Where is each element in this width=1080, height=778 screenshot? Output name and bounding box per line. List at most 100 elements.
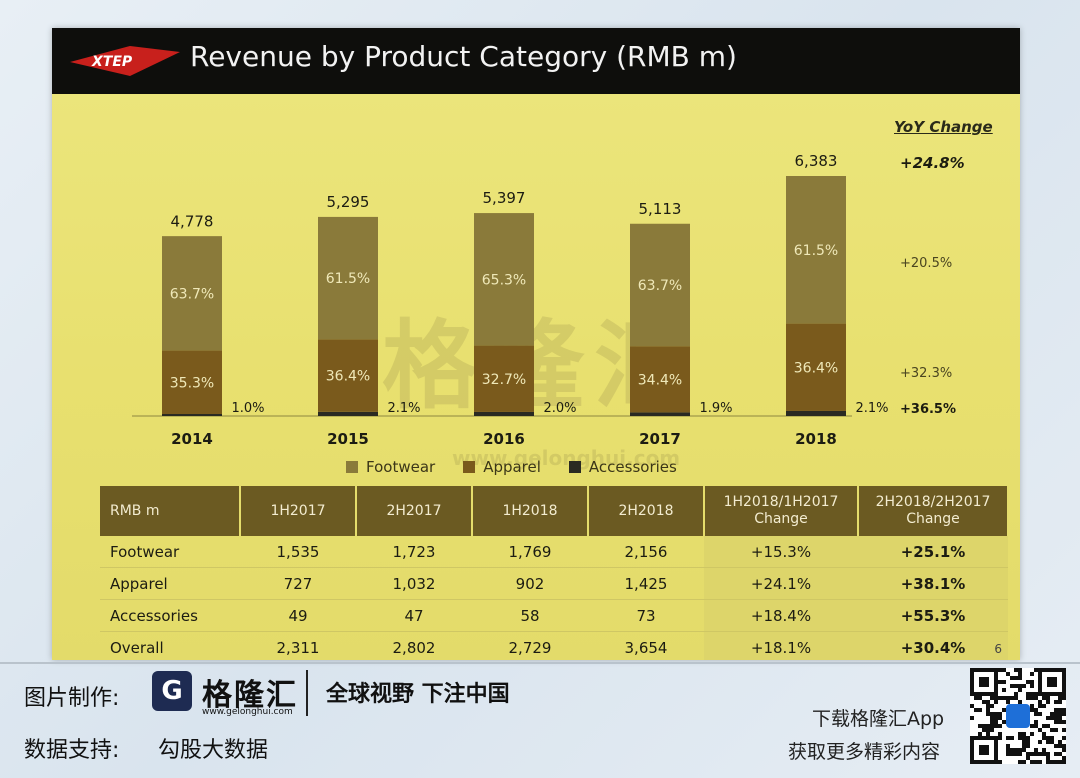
qr-module (1014, 748, 1018, 752)
bar-apparel-2014 (162, 350, 222, 414)
qr-module (1030, 696, 1034, 700)
bar-footwear-2015 (318, 216, 378, 340)
qr-module (1046, 716, 1050, 720)
qr-module (1058, 712, 1062, 716)
qr-module (1006, 672, 1010, 676)
qr-module (978, 724, 982, 728)
table-row: Footwear 1,535 1,723 1,769 2,156 +15.3% +25.1% (100, 536, 1008, 568)
qr-module (1058, 752, 1062, 756)
qr-module (1050, 728, 1054, 732)
qr-module (1050, 740, 1054, 744)
qr-module (1042, 696, 1046, 700)
table-cell: 2,802 (356, 631, 472, 660)
qr-module (1010, 736, 1014, 740)
slide-header-bar (52, 28, 1020, 94)
footer-vertical-divider (306, 670, 308, 716)
table-header-text: 1H2017 (270, 502, 326, 519)
made-by-label: 图片制作: (24, 686, 120, 711)
brand-name: 格隆汇 (202, 678, 298, 713)
table-cell: 1,032 (356, 567, 472, 600)
table-cell: +30.4% (858, 631, 1008, 660)
qr-module (986, 704, 990, 708)
bar-footwear-2018 (786, 176, 846, 324)
qr-module (986, 700, 990, 704)
bar-apparel-2016 (474, 345, 534, 412)
table-header-text: 2H2018/2H2017 (875, 494, 991, 511)
qr-module (1038, 760, 1042, 764)
qr-module (1026, 696, 1030, 700)
qr-module (1006, 736, 1010, 740)
table-header-text: Change (754, 511, 808, 527)
qr-module (1062, 756, 1066, 760)
table-cell: 1,535 (240, 536, 356, 568)
qr-code-icon[interactable] (970, 668, 1066, 764)
revenue-table: RMB m 1H2017 2H2017 1H2018 2H2018 1H2018/1H20… (100, 486, 1009, 660)
label-footwear-2015: 61.5% (326, 271, 370, 287)
qr-module (1010, 748, 1014, 752)
qr-module (982, 724, 986, 728)
qr-finder-center (979, 677, 989, 687)
table-cell: 47 (356, 599, 472, 632)
qr-module (1062, 708, 1066, 712)
table-cell: 3,654 (588, 631, 704, 660)
qr-module (1034, 760, 1038, 764)
qr-module (1062, 728, 1066, 732)
qr-module (1014, 692, 1018, 696)
qr-module (998, 716, 1002, 720)
table-header-4: 2H2018 (588, 486, 705, 536)
qr-module (990, 704, 994, 708)
qr-module (1062, 720, 1066, 724)
qr-module (1042, 748, 1046, 752)
table-header-text: 2H2017 (386, 502, 442, 519)
qr-module (1030, 684, 1034, 688)
slide-title: Revenue by Product Category (RMB m) (190, 40, 737, 73)
label-apparel-2014: 35.3% (170, 375, 214, 391)
qr-module (1050, 760, 1054, 764)
qr-module (1054, 700, 1058, 704)
qr-module (1062, 760, 1066, 764)
qr-module (1002, 720, 1006, 724)
qr-module (1010, 696, 1014, 700)
table-cell: 727 (240, 567, 356, 600)
qr-module (1018, 672, 1022, 676)
qr-module (1054, 760, 1058, 764)
label-accessories-2018: 2.1% (855, 401, 888, 416)
qr-module (1026, 756, 1030, 760)
qr-module (1022, 684, 1026, 688)
qr-module (1018, 752, 1022, 756)
qr-module (1058, 696, 1062, 700)
qr-module (1054, 744, 1058, 748)
qr-module (974, 708, 978, 712)
qr-module (1006, 748, 1010, 752)
table-header-3: 1H2018 (472, 486, 589, 536)
qr-module (1002, 708, 1006, 712)
qr-module (1034, 692, 1038, 696)
watermark-url: www.gelonghui.com (452, 446, 681, 470)
qr-module (990, 728, 994, 732)
label-total-2014: 4,778 (171, 212, 214, 230)
qr-module (1022, 740, 1026, 744)
table-header-0: RMB m (100, 486, 241, 536)
bar-accessories-2017 (630, 412, 690, 416)
qr-module (990, 724, 994, 728)
legend-label-accessories: Accessories (588, 458, 677, 476)
qr-module (1010, 752, 1014, 756)
qr-module (1030, 752, 1034, 756)
qr-module (1034, 708, 1038, 712)
bar-footwear-2017 (630, 223, 690, 347)
label-total-2018: 6,383 (795, 152, 838, 170)
qr-module (998, 732, 1002, 736)
bar-footwear-2016 (474, 213, 534, 346)
table-cell: 2,311 (240, 631, 356, 660)
qr-module (970, 704, 974, 708)
qr-module (1018, 676, 1022, 680)
qr-module (1054, 716, 1058, 720)
qr-module (1014, 676, 1018, 680)
qr-module (1046, 724, 1050, 728)
legend-footwear: Footwear (346, 458, 435, 476)
qr-module (970, 716, 974, 720)
qr-module (1022, 760, 1026, 764)
qr-module (1038, 740, 1042, 744)
qr-module (1034, 748, 1038, 752)
qr-module (974, 696, 978, 700)
